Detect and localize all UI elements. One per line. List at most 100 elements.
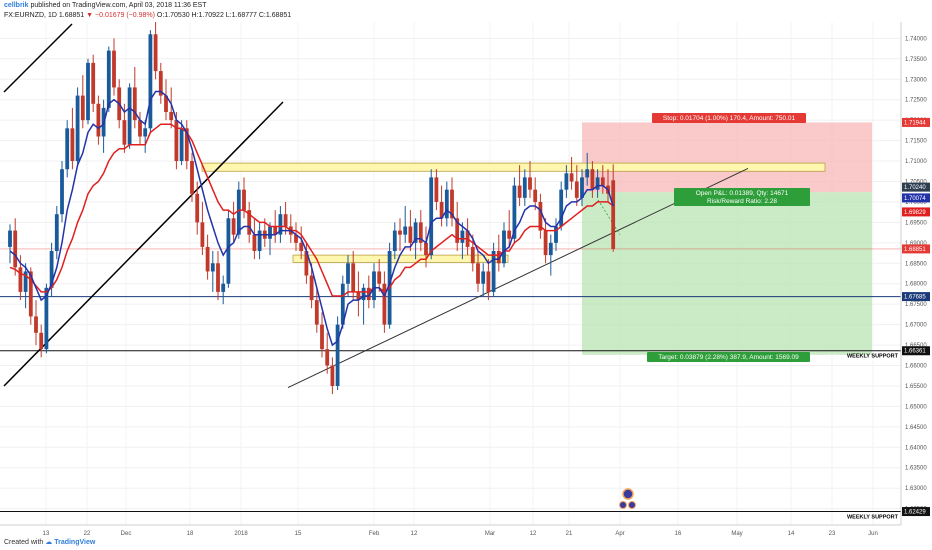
candle-body xyxy=(330,365,335,386)
candle-body xyxy=(507,230,512,239)
candle-body xyxy=(574,181,579,198)
y-tick-label: 1.64500 xyxy=(905,425,927,431)
candle-body xyxy=(210,263,215,272)
ema-layer xyxy=(9,90,614,347)
candle-body xyxy=(418,222,423,243)
candle-body xyxy=(392,230,397,252)
candle-body xyxy=(408,226,413,243)
candle-body xyxy=(372,271,376,301)
y-axis[interactable]: 1.740001.735001.730001.725001.720001.715… xyxy=(905,36,927,512)
candle-body xyxy=(216,263,220,292)
candle-body xyxy=(580,177,584,198)
open-pnl-label xyxy=(674,188,810,206)
x-tick-label: 12 xyxy=(411,531,418,537)
candle-body xyxy=(548,242,553,256)
take-profit-zone xyxy=(582,192,872,355)
candle-body xyxy=(382,283,387,325)
candle-body xyxy=(398,230,402,235)
candle-body xyxy=(138,120,142,137)
candle-body xyxy=(444,189,449,219)
candle-body xyxy=(335,324,340,386)
candle-body xyxy=(236,189,241,235)
y-tick-label: 1.69000 xyxy=(905,241,927,247)
candle-body xyxy=(559,189,564,227)
candle-body xyxy=(517,185,522,198)
candle-body xyxy=(257,230,262,252)
symbol: FX:EURNZD, 1D xyxy=(4,12,57,19)
weekly-support-label: WEEKLY SUPPORT xyxy=(847,515,899,521)
candle-body xyxy=(132,87,137,121)
y-tick-label: 1.63000 xyxy=(905,486,927,492)
candle-body xyxy=(377,271,382,284)
candle-body xyxy=(346,263,350,284)
publish-info: published on TradingView.com, April 03, … xyxy=(30,2,207,9)
y-tick-label: 1.67500 xyxy=(905,302,927,308)
author-link[interactable]: cellbrik xyxy=(4,2,29,9)
rising-trendline xyxy=(287,167,749,389)
event-marker-icon[interactable] xyxy=(622,488,634,500)
price-tag xyxy=(902,207,930,217)
price-tag xyxy=(902,507,930,517)
price-tag xyxy=(902,346,930,356)
candle-body xyxy=(611,180,616,249)
x-axis[interactable]: 13 22 Dec 18 2018 15 Feb 12 Mar 12 21 Apr 16 May 14 23 J… xyxy=(43,531,878,537)
event-marker-icon[interactable] xyxy=(628,501,636,509)
candle-body xyxy=(13,230,18,268)
event-marker-icon[interactable] xyxy=(619,501,627,509)
price-tag xyxy=(902,193,930,203)
candle-body xyxy=(252,234,257,252)
price-tag-label: 1.67685 xyxy=(904,295,926,301)
candle-body xyxy=(200,222,205,247)
candle-body xyxy=(278,214,283,235)
candle-body xyxy=(496,251,501,264)
ema-slow-line xyxy=(9,123,614,297)
candle-body xyxy=(106,50,111,108)
target-label xyxy=(647,352,810,362)
y-tick-label: 1.73000 xyxy=(905,77,927,83)
event-markers[interactable] xyxy=(619,488,636,509)
candle-body xyxy=(44,287,49,350)
candle-body xyxy=(268,226,272,239)
x-tick-label: May xyxy=(731,531,742,537)
y-tick-label: 1.66000 xyxy=(905,364,927,370)
price-tag xyxy=(902,182,930,192)
candle-body xyxy=(179,128,184,162)
tradingview-brand[interactable]: TradingView xyxy=(54,539,96,546)
y-tick-label: 1.64000 xyxy=(905,445,927,451)
channel-trendline xyxy=(3,23,73,93)
candle-body xyxy=(590,169,595,190)
candle-body xyxy=(528,177,532,190)
candle-body xyxy=(273,226,278,235)
candle-body xyxy=(122,120,127,145)
y-tick-label: 1.63500 xyxy=(905,466,927,472)
candle-body xyxy=(481,271,486,284)
candle-body xyxy=(476,263,480,284)
candle-body xyxy=(595,177,600,190)
candle-body xyxy=(314,300,319,325)
x-tick-label: Apr xyxy=(615,531,624,537)
weekly-support-label: WEEKLY SUPPORT xyxy=(847,354,899,360)
candle-body xyxy=(470,246,475,264)
candle-body xyxy=(340,283,345,325)
x-tick-label: 22 xyxy=(84,531,91,537)
drawings-layer xyxy=(0,23,901,513)
price-tags: 1.71944 1.70240 1.70074 1.69829 1.68851 1.676… xyxy=(902,117,930,517)
candle-body xyxy=(491,251,496,292)
price-tag-label: 1.70074 xyxy=(904,196,926,202)
y-tick-label: 1.70000 xyxy=(905,200,927,206)
resistance-zone xyxy=(201,162,826,172)
candle-body xyxy=(91,62,96,104)
symbol-line: FX:EURNZD, 1D 1.68851 ▼ −0.01679 (−0.98%… xyxy=(4,12,291,19)
candle-body xyxy=(195,193,200,223)
candle-body xyxy=(75,95,80,162)
candle-body xyxy=(434,177,439,202)
stop-label-text: Stop: 0.01704 (1.00%) 170.4, Amount: 750… xyxy=(663,115,796,122)
y-tick-label: 1.65500 xyxy=(905,384,927,390)
candle-body xyxy=(242,189,246,211)
chart-header: cellbrik published on TradingView.com, A… xyxy=(0,0,932,22)
y-tick-label: 1.71000 xyxy=(905,159,927,165)
created-with-label: Created with xyxy=(4,539,44,546)
price-tag-label: 1.69829 xyxy=(904,210,926,216)
price-tag-label: 1.62429 xyxy=(904,510,926,516)
